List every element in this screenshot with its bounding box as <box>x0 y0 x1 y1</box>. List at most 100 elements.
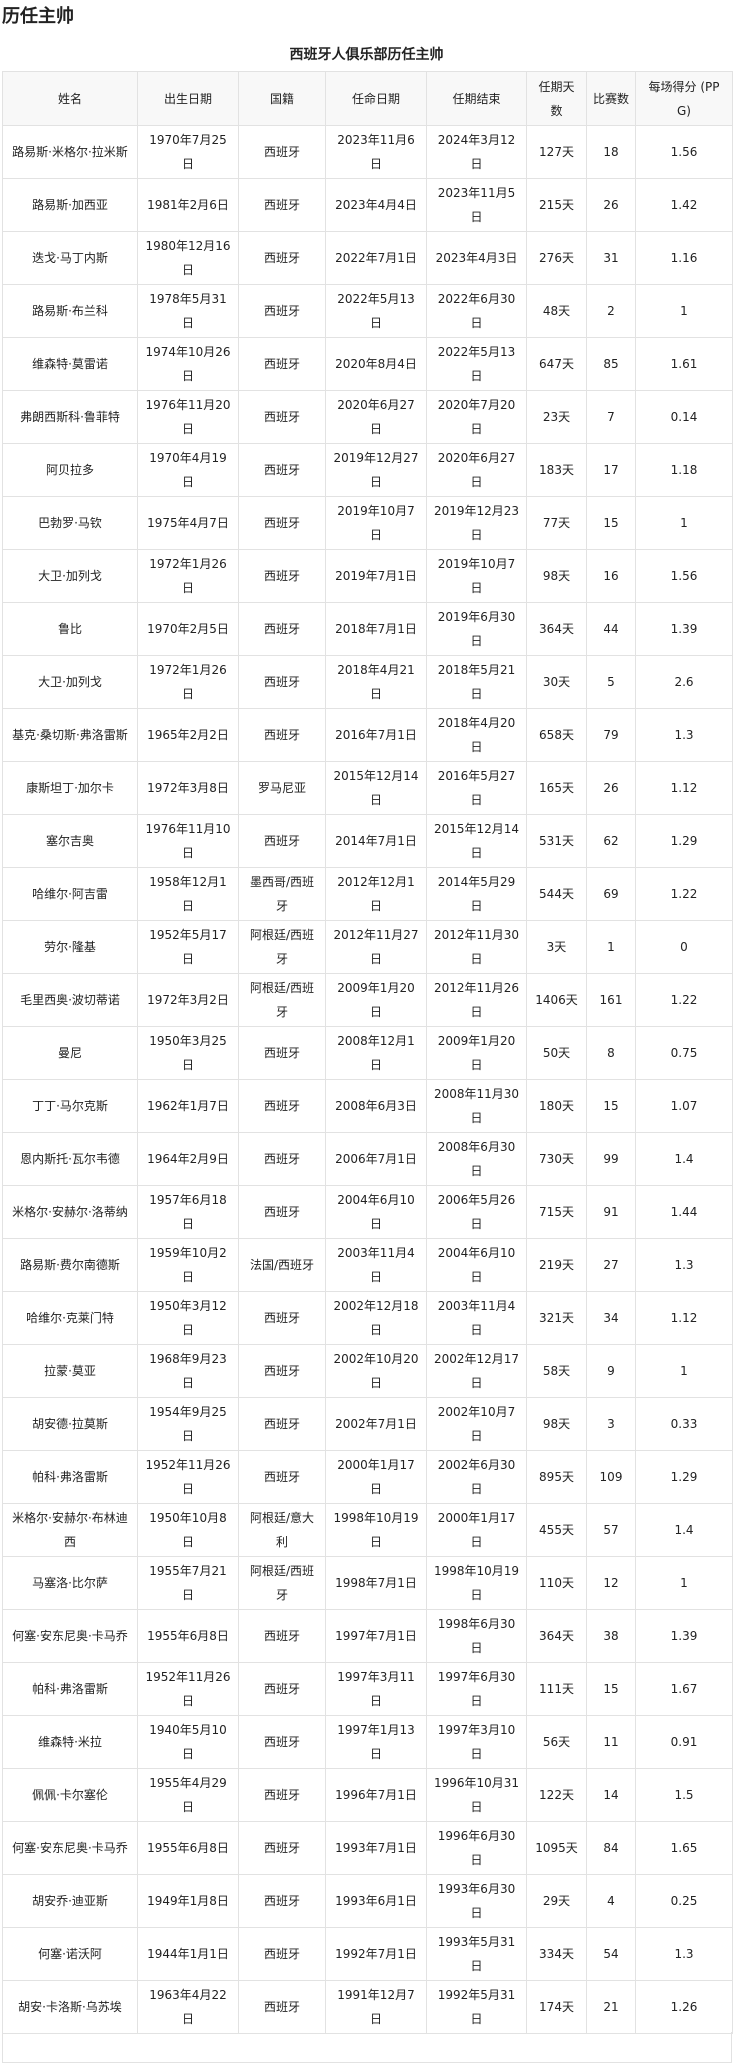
cell-appointed-date: 1997年3月11日 <box>325 1662 427 1716</box>
cell-tenure-days: 531天 <box>526 814 587 868</box>
cell-end-date: 2006年5月26日 <box>426 1185 527 1239</box>
table-row: 路易斯·米格尔·拉米斯 1970年7月25日 西班牙 2023年11月6日 2024年3… <box>2 125 733 179</box>
cell-matches: 2 <box>586 284 636 338</box>
cell-appointed-date: 2019年10月7日 <box>325 496 427 550</box>
cell-appointed-date: 2015年12月14日 <box>325 761 427 815</box>
cell-nationality: 西班牙 <box>238 1662 326 1716</box>
table-row: 弗朗西斯科·鲁菲特 1976年11月20日 西班牙 2020年6月27日 2020年7月… <box>2 390 733 444</box>
cell-end-date: 2008年11月30日 <box>426 1079 527 1133</box>
column-header-tenure-days: 任期天数 <box>526 71 587 126</box>
cell-tenure-days: 215天 <box>526 178 587 232</box>
cell-appointed-date: 2012年12月1日 <box>325 867 427 921</box>
cell-birth-date: 1949年1月8日 <box>137 1874 239 1928</box>
cell-name: 路易斯·费尔南德斯 <box>2 1238 138 1292</box>
cell-tenure-days: 48天 <box>526 284 587 338</box>
cell-ppg: 1 <box>635 284 733 338</box>
cell-appointed-date: 1998年10月19日 <box>325 1503 427 1557</box>
cell-appointed-date: 2009年1月20日 <box>325 973 427 1027</box>
cell-end-date: 2016年5月27日 <box>426 761 527 815</box>
cell-birth-date: 1980年12月16日 <box>137 231 239 285</box>
cell-nationality: 西班牙 <box>238 549 326 603</box>
cell-matches: 11 <box>586 1715 636 1769</box>
cell-end-date: 2023年11月5日 <box>426 178 527 232</box>
table-row: 米格尔·安赫尔·洛蒂纳 1957年6月18日 西班牙 2004年6月10日 2006年5… <box>2 1185 733 1239</box>
cell-matches: 4 <box>586 1874 636 1928</box>
cell-name: 迭戈·马丁内斯 <box>2 231 138 285</box>
cell-ppg: 1.3 <box>635 1927 733 1981</box>
coaches-table: 姓名 出生日期 国籍 任命日期 任期结束 任期天数 比赛数 每场得分 (PPG) 路易斯·米格… <box>2 71 733 2034</box>
cell-end-date: 1997年3月10日 <box>426 1715 527 1769</box>
cell-tenure-days: 1095天 <box>526 1821 587 1875</box>
cell-end-date: 2002年6月30日 <box>426 1450 527 1504</box>
cell-matches: 99 <box>586 1132 636 1186</box>
cell-matches: 34 <box>586 1291 636 1345</box>
cell-birth-date: 1955年6月8日 <box>137 1821 239 1875</box>
cell-ppg: 2.6 <box>635 655 733 709</box>
table-row: 何塞·安东尼奥·卡马乔 1955年6月8日 西班牙 1997年7月1日 1998年6月3… <box>2 1609 733 1663</box>
cell-tenure-days: 1406天 <box>526 973 587 1027</box>
cell-birth-date: 1955年7月21日 <box>137 1556 239 1610</box>
cell-birth-date: 1959年10月2日 <box>137 1238 239 1292</box>
table-row: 恩内斯托·瓦尔韦德 1964年2月9日 西班牙 2006年7月1日 2008年6月30日… <box>2 1132 733 1186</box>
cell-nationality: 西班牙 <box>238 1132 326 1186</box>
cell-end-date: 1993年5月31日 <box>426 1927 527 1981</box>
cell-nationality: 阿根廷/西班牙 <box>238 973 326 1027</box>
cell-matches: 79 <box>586 708 636 762</box>
cell-matches: 57 <box>586 1503 636 1557</box>
cell-tenure-days: 895天 <box>526 1450 587 1504</box>
table-row: 马塞洛·比尔萨 1955年7月21日 阿根廷/西班牙 1998年7月1日 1998年10… <box>2 1556 733 1610</box>
cell-nationality: 阿根廷/西班牙 <box>238 1556 326 1610</box>
cell-end-date: 2019年12月23日 <box>426 496 527 550</box>
cell-end-date: 2012年11月30日 <box>426 920 527 974</box>
cell-birth-date: 1976年11月20日 <box>137 390 239 444</box>
cell-appointed-date: 1997年7月1日 <box>325 1609 427 1663</box>
cell-tenure-days: 730天 <box>526 1132 587 1186</box>
table-row: 胡安乔·迪亚斯 1949年1月8日 西班牙 1993年6月1日 1993年6月30日 29… <box>2 1874 733 1928</box>
cell-birth-date: 1955年4月29日 <box>137 1768 239 1822</box>
cell-birth-date: 1970年7月25日 <box>137 125 239 179</box>
cell-tenure-days: 715天 <box>526 1185 587 1239</box>
cell-end-date: 1992年5月31日 <box>426 1980 527 2034</box>
table-row: 大卫·加列戈 1972年1月26日 西班牙 2018年4月21日 2018年5月21日 3… <box>2 655 733 709</box>
cell-end-date: 1997年6月30日 <box>426 1662 527 1716</box>
cell-ppg: 0.33 <box>635 1397 733 1451</box>
cell-matches: 14 <box>586 1768 636 1822</box>
cell-nationality: 西班牙 <box>238 708 326 762</box>
cell-ppg: 1.29 <box>635 814 733 868</box>
table-row: 维森特·米拉 1940年5月10日 西班牙 1997年1月13日 1997年3月10日 5… <box>2 1715 733 1769</box>
cell-birth-date: 1972年1月26日 <box>137 549 239 603</box>
cell-name: 恩内斯托·瓦尔韦德 <box>2 1132 138 1186</box>
cell-appointed-date: 2004年6月10日 <box>325 1185 427 1239</box>
cell-birth-date: 1974年10月26日 <box>137 337 239 391</box>
cell-tenure-days: 321天 <box>526 1291 587 1345</box>
column-header-end-date: 任期结束 <box>426 71 527 126</box>
cell-matches: 38 <box>586 1609 636 1663</box>
cell-appointed-date: 1993年7月1日 <box>325 1821 427 1875</box>
cell-matches: 17 <box>586 443 636 497</box>
table-header-row: 姓名 出生日期 国籍 任命日期 任期结束 任期天数 比赛数 每场得分 (PPG) <box>2 71 733 126</box>
cell-tenure-days: 658天 <box>526 708 587 762</box>
cell-name: 维森特·莫雷诺 <box>2 337 138 391</box>
cell-ppg: 1.67 <box>635 1662 733 1716</box>
cell-tenure-days: 122天 <box>526 1768 587 1822</box>
cell-matches: 8 <box>586 1026 636 1080</box>
table-caption: 西班牙人俱乐部历任主帅 <box>289 47 444 63</box>
cell-appointed-date: 2016年7月1日 <box>325 708 427 762</box>
table-row: 鲁比 1970年2月5日 西班牙 2018年7月1日 2019年6月30日 364天 44 1… <box>2 602 733 656</box>
table-row: 大卫·加列戈 1972年1月26日 西班牙 2019年7月1日 2019年10月7日 98… <box>2 549 733 603</box>
cell-name: 哈维尔·阿吉雷 <box>2 867 138 921</box>
cell-name: 何塞·安东尼奥·卡马乔 <box>2 1821 138 1875</box>
cell-nationality: 西班牙 <box>238 337 326 391</box>
cell-tenure-days: 23天 <box>526 390 587 444</box>
cell-matches: 26 <box>586 761 636 815</box>
cell-appointed-date: 2000年1月17日 <box>325 1450 427 1504</box>
cell-end-date: 2019年6月30日 <box>426 602 527 656</box>
cell-matches: 15 <box>586 1662 636 1716</box>
cell-nationality: 西班牙 <box>238 1450 326 1504</box>
cell-birth-date: 1957年6月18日 <box>137 1185 239 1239</box>
cell-name: 大卫·加列戈 <box>2 549 138 603</box>
cell-ppg: 0.75 <box>635 1026 733 1080</box>
cell-tenure-days: 180天 <box>526 1079 587 1133</box>
cell-name: 阿贝拉多 <box>2 443 138 497</box>
cell-end-date: 1996年10月31日 <box>426 1768 527 1822</box>
